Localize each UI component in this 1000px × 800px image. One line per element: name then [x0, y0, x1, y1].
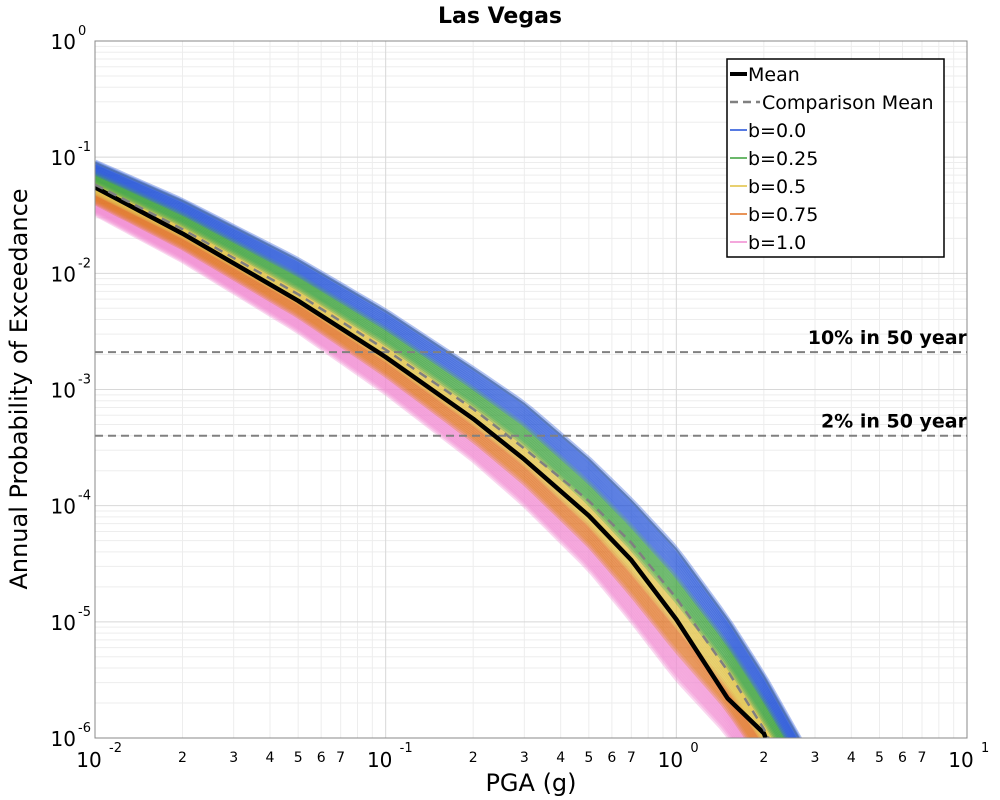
x-axis-label: PGA (g) [485, 769, 576, 797]
legend-label: b=0.75 [748, 204, 818, 226]
y-major-tick-label: 10 [51, 611, 76, 635]
legend-box [726, 58, 945, 258]
x-minor-tick-label: 3 [811, 750, 820, 766]
x-minor-tick-label: 2 [469, 750, 478, 766]
branch-curve [95, 162, 800, 738]
branch-curve [95, 205, 743, 738]
x-tick-labels: 10 -2 10 -1 10 0 10 12 3 4 5 6 7 2 3 4 5 6 7 2 3 4 5 6 7 [76, 741, 989, 772]
x-major-tick-label: 10 [76, 748, 101, 772]
x-minor-tick-label: 3 [520, 750, 529, 766]
branch-curve [95, 169, 791, 738]
y-major-tick-exponent: -5 [78, 605, 91, 620]
legend-label: b=0.0 [748, 120, 806, 142]
plot-frame [94, 40, 968, 739]
x-minor-tick-label: 2 [759, 750, 768, 766]
y-major-tick-label: 10 [51, 30, 76, 54]
branch-curve [95, 209, 737, 738]
x-major-tick-exponent: 1 [981, 741, 989, 756]
y-major-tick-label: 10 [51, 146, 76, 170]
branch-curve [95, 177, 783, 738]
band-upper-edge [95, 161, 800, 738]
branch-curve [95, 170, 790, 738]
y-major-tick-exponent: -3 [78, 373, 91, 388]
branch-curve [95, 193, 761, 738]
legend-label: Comparison Mean [762, 92, 934, 114]
branch-curve [95, 175, 784, 738]
branch-curve [95, 160, 801, 738]
x-minor-tick-label: 4 [266, 750, 275, 766]
branch-curve [95, 179, 779, 738]
reference-lines: 10% in 50 year 2% in 50 year [95, 327, 968, 437]
x-minor-tick-label: 5 [875, 750, 884, 766]
x-minor-tick-label: 4 [556, 750, 565, 766]
y-major-tick-label: 10 [51, 262, 76, 286]
branch-curve [95, 204, 744, 738]
branch-curve [95, 199, 752, 738]
branch-curve [95, 191, 763, 738]
branch-curve [95, 178, 781, 738]
x-major-tick-label: 10 [948, 748, 973, 772]
x-minor-tick-label: 6 [898, 750, 907, 766]
x-major-tick-exponent: -1 [400, 741, 413, 756]
y-axis-label: Annual Probability of Exceedance [5, 188, 33, 589]
y-major-tick-exponent: -4 [78, 489, 91, 504]
x-minor-tick-label: 2 [178, 750, 187, 766]
x-minor-tick-label: 6 [607, 750, 616, 766]
branch-curve [95, 194, 759, 738]
branch-curve [95, 201, 748, 738]
legend: Mean Comparison Mean b=0.0 b=0.25 b=0.5 b=0.7… [726, 58, 945, 258]
x-minor-tick-label: 7 [336, 750, 345, 766]
x-major-tick-label: 10 [658, 748, 683, 772]
x-minor-tick-label: 7 [918, 750, 927, 766]
branch-curve [95, 172, 789, 738]
mean-line [95, 185, 769, 738]
series-lines [95, 183, 770, 738]
y-major-tick-exponent: -6 [78, 721, 91, 736]
x-minor-tick-label: 4 [847, 750, 856, 766]
reference-line-label: 10% in 50 year [808, 327, 968, 349]
y-major-tick-label: 10 [51, 379, 76, 403]
reference-line-label: 2% in 50 year [821, 411, 968, 433]
branch-curve [95, 206, 741, 738]
branch-curve [95, 174, 786, 738]
branch-curve [95, 190, 765, 738]
branch-curve [95, 173, 787, 738]
chart-title: Las Vegas [438, 4, 562, 29]
x-major-tick-exponent: 0 [690, 741, 698, 756]
legend-label: b=0.5 [748, 176, 806, 198]
branch-curve [95, 165, 796, 738]
legend-label: b=1.0 [748, 232, 806, 254]
x-major-tick-label: 10 [367, 748, 392, 772]
x-major-tick-exponent: -2 [109, 741, 122, 756]
y-major-tick-label: 10 [51, 495, 76, 519]
x-minor-tick-label: 5 [584, 750, 593, 766]
y-major-tick-exponent: 0 [78, 24, 86, 39]
x-minor-tick-label: 7 [627, 750, 636, 766]
y-major-tick-exponent: -2 [78, 256, 91, 271]
branch-curve [95, 167, 794, 738]
branch-curve [95, 207, 739, 738]
x-minor-tick-label: 6 [317, 750, 326, 766]
y-major-tick-label: 10 [51, 727, 76, 751]
branch-curve [95, 203, 746, 738]
legend-label: b=0.25 [748, 148, 818, 170]
x-minor-tick-label: 3 [229, 750, 238, 766]
branch-curve [95, 198, 754, 738]
branch-curve [95, 210, 735, 738]
x-minor-tick-label: 5 [294, 750, 303, 766]
branch-curve [95, 164, 797, 738]
branch-curve [95, 200, 750, 738]
branch-curve [95, 168, 793, 738]
branch-curve [95, 180, 778, 738]
branch-curve [95, 195, 757, 738]
legend-label: Mean [748, 64, 800, 86]
branch-curve [95, 163, 799, 738]
branch-curve [95, 196, 756, 738]
y-major-tick-exponent: -1 [78, 140, 91, 155]
comparison-mean-line [95, 183, 770, 738]
